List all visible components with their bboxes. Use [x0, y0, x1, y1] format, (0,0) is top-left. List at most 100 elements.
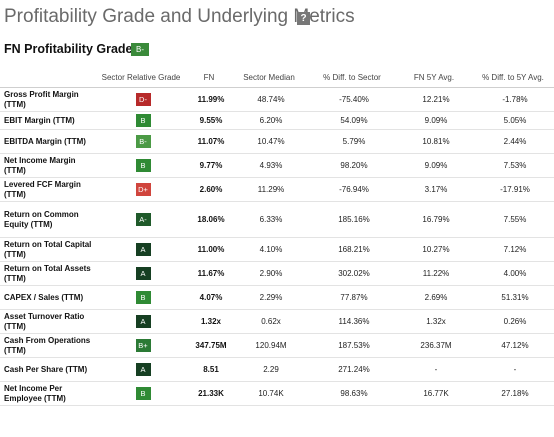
metric-name: Cash From Operations (TTM) — [0, 333, 94, 358]
grade-badge: A — [135, 267, 151, 280]
help-icon[interactable]: ? — [297, 12, 310, 25]
fn-value: 4.07% — [188, 285, 230, 310]
diff-sector-value: 77.87% — [308, 285, 396, 310]
fn-value: 11.67% — [188, 261, 230, 286]
diff-sector-value: 54.09% — [308, 111, 396, 130]
diff-5y-value: - — [472, 357, 554, 382]
diff-5y-value: 4.00% — [472, 261, 554, 286]
sector-median-value: 2.29 — [230, 357, 308, 382]
diff-5y-value: -17.91% — [472, 177, 554, 202]
col-header-diff-sector[interactable]: % Diff. to Sector — [308, 67, 396, 88]
diff-sector-value: 98.63% — [308, 381, 396, 406]
table-row: Asset Turnover Ratio (TTM) A 1.32x 0.62x… — [0, 309, 554, 334]
overall-grade-badge: B- — [131, 43, 149, 56]
grade-badge: D- — [135, 93, 151, 106]
diff-sector-value: -76.94% — [308, 177, 396, 202]
table-row: Cash Per Share (TTM) A 8.51 2.29 271.24%… — [0, 357, 554, 382]
grade-badge: B- — [135, 135, 151, 148]
diff-5y-value: 0.26% — [472, 309, 554, 334]
grade-badge: B — [135, 291, 151, 304]
fn-value: 11.00% — [188, 237, 230, 262]
diff-sector-value: 98.20% — [308, 153, 396, 178]
col-header-sector-grade[interactable]: Sector Relative Grade — [94, 67, 188, 88]
table-row: Net Income Margin (TTM) B 9.77% 4.93% 98… — [0, 153, 554, 178]
col-header-diff-5y[interactable]: % Diff. to 5Y Avg. — [472, 67, 554, 88]
sector-median-value: 120.94M — [230, 333, 308, 358]
grade-cell: A — [94, 237, 188, 262]
fn-value: 2.60% — [188, 177, 230, 202]
sector-median-value: 10.47% — [230, 129, 308, 154]
col-header-fn-5y-avg[interactable]: FN 5Y Avg. — [396, 67, 472, 88]
metric-name: Cash Per Share (TTM) — [0, 357, 94, 382]
fn-value: 21.33K — [188, 381, 230, 406]
grade-badge: A — [135, 243, 151, 256]
table-row: Gross Profit Margin (TTM) D- 11.99% 48.7… — [0, 87, 554, 112]
table-row: Return on Total Assets (TTM) A 11.67% 2.… — [0, 261, 554, 286]
fn-5y-avg-value: 2.69% — [396, 285, 472, 310]
col-header-fn[interactable]: FN — [188, 67, 230, 88]
table-row: Net Income Per Employee (TTM) B 21.33K 1… — [0, 381, 554, 406]
fn-5y-avg-value: - — [396, 357, 472, 382]
grade-cell: A — [94, 309, 188, 334]
grade-cell: B — [94, 111, 188, 130]
metric-name: Return on Total Assets (TTM) — [0, 261, 94, 286]
sector-median-value: 0.62x — [230, 309, 308, 334]
grade-cell: B+ — [94, 333, 188, 358]
table-row: Levered FCF Margin (TTM) D+ 2.60% 11.29%… — [0, 177, 554, 202]
table-row: Return on Common Equity (TTM) A- 18.06% … — [0, 201, 554, 238]
col-header-metric — [0, 67, 94, 88]
grade-cell: A — [94, 357, 188, 382]
metric-name: Net Income Margin (TTM) — [0, 153, 94, 178]
fn-5y-avg-value: 10.81% — [396, 129, 472, 154]
grade-badge: B — [135, 159, 151, 172]
grade-cell: D- — [94, 87, 188, 112]
table-header-row: Sector Relative Grade FN Sector Median %… — [0, 67, 554, 88]
fn-5y-avg-value: 3.17% — [396, 177, 472, 202]
fn-5y-avg-value: 9.09% — [396, 153, 472, 178]
fn-5y-avg-value: 10.27% — [396, 237, 472, 262]
diff-5y-value: 7.55% — [472, 201, 554, 238]
table-row: CAPEX / Sales (TTM) B 4.07% 2.29% 77.87%… — [0, 285, 554, 310]
fn-value: 11.07% — [188, 129, 230, 154]
diff-5y-value: 7.12% — [472, 237, 554, 262]
fn-value: 8.51 — [188, 357, 230, 382]
table-row: EBITDA Margin (TTM) B- 11.07% 10.47% 5.7… — [0, 129, 554, 154]
diff-5y-value: 51.31% — [472, 285, 554, 310]
grade-badge: A — [135, 315, 151, 328]
fn-value: 11.99% — [188, 87, 230, 112]
metric-name: Levered FCF Margin (TTM) — [0, 177, 94, 202]
metrics-table: Sector Relative Grade FN Sector Median %… — [0, 67, 554, 406]
fn-5y-avg-value: 12.21% — [396, 87, 472, 112]
sector-median-value: 2.90% — [230, 261, 308, 286]
fn-value: 347.75M — [188, 333, 230, 358]
fn-value: 18.06% — [188, 201, 230, 238]
table-row: Return on Total Capital (TTM) A 11.00% 4… — [0, 237, 554, 262]
diff-5y-value: 5.05% — [472, 111, 554, 130]
col-header-sector-median[interactable]: Sector Median — [230, 67, 308, 88]
fn-5y-avg-value: 1.32x — [396, 309, 472, 334]
fn-value: 9.77% — [188, 153, 230, 178]
fn-value: 9.55% — [188, 111, 230, 130]
metric-name: Gross Profit Margin (TTM) — [0, 87, 94, 112]
sector-median-value: 6.20% — [230, 111, 308, 130]
metric-name: CAPEX / Sales (TTM) — [0, 285, 94, 310]
grade-badge: D+ — [135, 183, 151, 196]
grade-cell: B — [94, 381, 188, 406]
grade-cell: A — [94, 261, 188, 286]
grade-badge: A — [135, 363, 151, 376]
fn-5y-avg-value: 16.77K — [396, 381, 472, 406]
sector-median-value: 10.74K — [230, 381, 308, 406]
table-row: Cash From Operations (TTM) B+ 347.75M 12… — [0, 333, 554, 358]
grade-cell: B — [94, 153, 188, 178]
diff-5y-value: 27.18% — [472, 381, 554, 406]
grade-badge: B — [135, 387, 151, 400]
table-row: EBIT Margin (TTM) B 9.55% 6.20% 54.09% 9… — [0, 111, 554, 130]
diff-sector-value: 302.02% — [308, 261, 396, 286]
sector-median-value: 4.93% — [230, 153, 308, 178]
fn-5y-avg-value: 236.37M — [396, 333, 472, 358]
diff-sector-value: 271.24% — [308, 357, 396, 382]
diff-sector-value: 185.16% — [308, 201, 396, 238]
section-subtitle: FN Profitability Grade — [4, 42, 133, 56]
grade-badge: B+ — [135, 339, 151, 352]
diff-5y-value: 2.44% — [472, 129, 554, 154]
